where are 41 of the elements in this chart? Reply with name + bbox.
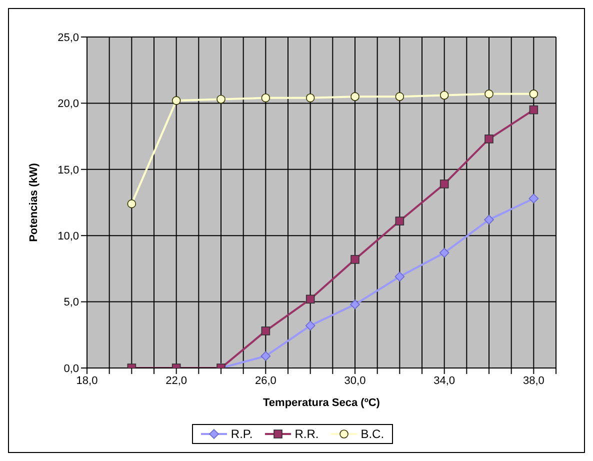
point — [260, 351, 271, 361]
y-axis-title: Potencias (kW) — [28, 162, 40, 242]
point — [306, 94, 315, 102]
point — [439, 248, 450, 258]
point — [395, 92, 404, 101]
point — [350, 92, 360, 101]
point — [127, 199, 136, 208]
x-tick-label: 18,0 — [76, 374, 98, 387]
point — [306, 294, 315, 304]
legend-label: R.P. — [230, 427, 253, 441]
point — [484, 134, 494, 144]
point — [305, 320, 316, 331]
x-tick-label: 34,0 — [434, 374, 456, 387]
point — [528, 194, 539, 204]
x-tick-label: 38,0 — [522, 374, 544, 387]
x-tick-label: 30,0 — [344, 374, 366, 387]
point — [395, 216, 404, 226]
point — [440, 180, 449, 188]
y-tick-label: 10,0 — [58, 230, 79, 243]
legend-label: B.C. — [360, 427, 384, 441]
y-tick-label: 25,0 — [58, 32, 79, 44]
y-tick-label: 5,0 — [64, 296, 79, 309]
point — [440, 90, 449, 100]
y-tick-label: 20,0 — [58, 98, 79, 110]
y-tick-label: 15,0 — [58, 164, 79, 176]
legend-label: R.R. — [294, 427, 319, 441]
x-tick-label: 22,0 — [166, 374, 188, 387]
point — [261, 94, 270, 102]
point — [350, 255, 360, 264]
y-tick-label: 0,0 — [64, 362, 79, 375]
point — [394, 272, 405, 282]
point — [261, 326, 270, 336]
point — [216, 94, 226, 104]
point — [529, 90, 538, 98]
x-tick-label: 26,0 — [254, 374, 276, 387]
point — [172, 96, 181, 105]
point — [350, 300, 360, 310]
point — [529, 105, 538, 114]
x-axis-title: Temperatura Seca (ºC) — [263, 397, 380, 409]
point — [484, 90, 494, 98]
point — [484, 214, 494, 225]
